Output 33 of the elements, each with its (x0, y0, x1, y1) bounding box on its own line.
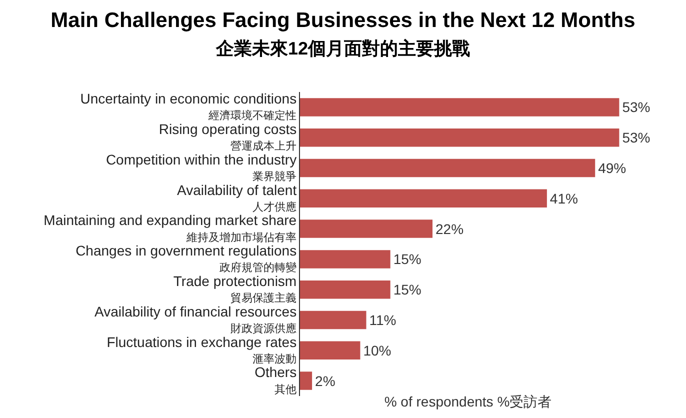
y-tick-label: Availability of financial resources 財政資源供應 (94, 303, 297, 335)
y-tick-label: Uncertainty in economic conditions 經濟環境不確定性 (80, 90, 297, 122)
data-label: 11% (369, 312, 396, 328)
data-label: 53% (622, 99, 650, 116)
bar (300, 189, 547, 208)
bar (300, 341, 360, 360)
bar (300, 128, 620, 147)
y-tick-label: Availability of talent 人才供應 (177, 182, 297, 214)
bar (300, 98, 620, 116)
bar (300, 250, 390, 268)
y-tick-label: Fluctuations in exchange rates 滙率波動 (106, 334, 297, 366)
chart-subtitle: 企業未來12個月面對的主要挑戰 (214, 38, 470, 58)
bar (300, 372, 312, 390)
y-tick-label: Competition within the industry 業界競爭 (106, 151, 297, 183)
data-label: 2% (315, 372, 336, 389)
x-axis-title: % of respondents %受訪者 (384, 393, 552, 410)
bar (300, 310, 366, 330)
y-tick-label: Rising operating costs 營運成本上升 (158, 121, 297, 153)
data-label: 10% (363, 342, 392, 358)
y-tick-label: Others 其他 (254, 364, 297, 396)
data-label: 15% (393, 251, 422, 268)
y-tick-label: Trade protectionism 貿易保護主義 (173, 273, 297, 305)
bar (300, 158, 596, 178)
data-label: 22% (436, 220, 464, 237)
data-label: 41% (550, 190, 578, 206)
data-label: 15% (393, 282, 422, 298)
data-label: 49% (598, 160, 626, 176)
bar (300, 280, 390, 299)
data-label: 53% (622, 130, 650, 146)
chart-title: Main Challenges Facing Businesses in the Next 12 Months (50, 9, 636, 32)
y-tick-label: Changes in government regulations 政府規管的轉變 (76, 242, 297, 274)
bar (300, 220, 432, 238)
y-tick-label: Maintaining and expanding market share 維持及增加市場佔有率 (44, 212, 297, 244)
